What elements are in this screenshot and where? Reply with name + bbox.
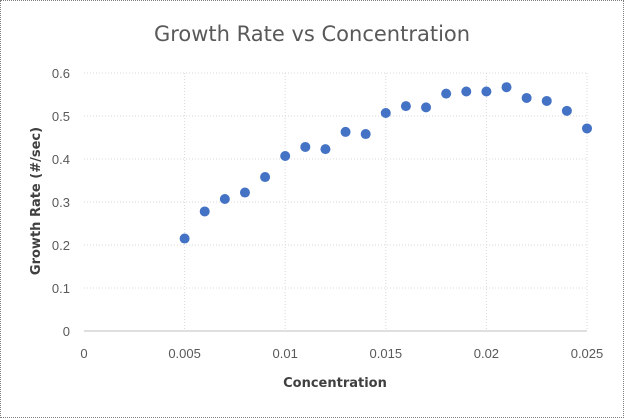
data-point [561, 105, 572, 116]
y-tick-label: 0.1 [52, 281, 70, 296]
x-tick-label: 0.005 [168, 346, 201, 361]
data-point [521, 92, 532, 103]
data-point [400, 101, 411, 112]
data-point [421, 102, 432, 113]
data-point [360, 129, 371, 140]
x-axis-label: Concentration [283, 376, 387, 391]
data-point [239, 187, 250, 198]
y-axis-ticks: 0 0.1 0.2 0.3 0.4 0.5 0.6 [52, 66, 70, 339]
y-tick-label: 0 [63, 324, 70, 339]
data-point [179, 233, 190, 244]
x-tick-label: 0 [80, 346, 87, 361]
x-tick-label: 0.015 [370, 346, 403, 361]
data-point [219, 193, 230, 204]
x-axis-ticks: 0 0.005 0.01 0.015 0.02 0.025 [80, 346, 603, 361]
data-point [380, 107, 391, 118]
x-tick-label: 0.025 [571, 346, 604, 361]
y-tick-label: 0.4 [52, 152, 70, 167]
chart-title: Growth Rate vs Concentration [154, 22, 470, 46]
data-point [320, 144, 331, 155]
y-tick-label: 0.6 [52, 66, 70, 81]
data-point [260, 172, 271, 183]
data-point [541, 95, 552, 106]
data-point [199, 206, 210, 217]
data-point [461, 86, 472, 97]
data-point [280, 150, 291, 161]
x-tick-label: 0.01 [273, 346, 298, 361]
data-point [582, 123, 592, 134]
data-point [501, 82, 512, 93]
y-tick-label: 0.5 [52, 109, 70, 124]
y-tick-label: 0.2 [52, 238, 70, 253]
grid-lines [84, 72, 588, 331]
x-tick-label: 0.02 [474, 346, 499, 361]
y-tick-label: 0.3 [52, 195, 70, 210]
data-point [340, 126, 351, 137]
data-point [481, 86, 492, 97]
data-points [179, 82, 592, 244]
data-point [300, 141, 311, 152]
data-point [441, 88, 452, 99]
y-axis-label: Growth Rate (#/sec) [29, 127, 44, 275]
